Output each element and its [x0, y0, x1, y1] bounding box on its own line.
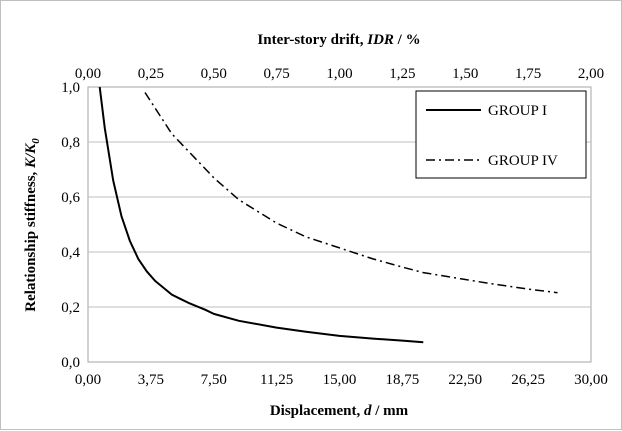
x2-tick-label: 0,75: [264, 66, 290, 82]
y-axis-title-italic: K/K: [23, 143, 39, 169]
x2-tick-label: 0,25: [138, 66, 164, 82]
x-tick-label: 15,00: [323, 372, 357, 388]
x2-tick-label: 1,00: [326, 66, 352, 82]
x2-tick-label: 1,75: [515, 66, 541, 82]
x2-tick-label: 1,25: [389, 66, 415, 82]
legend-label-group-iv: GROUP IV: [488, 153, 558, 169]
x-axis-title-italic: d: [364, 403, 372, 419]
x2-axis-title-italic: IDR: [366, 32, 394, 48]
y-tick-label: 1,0: [61, 80, 80, 96]
x-axis-title: Displacement, d / mm: [270, 403, 409, 419]
x2-tick-label: 0,00: [75, 66, 101, 82]
x-axis-title-part-1: Displacement,: [270, 403, 364, 419]
y-axis-title-subscript: 0: [30, 138, 42, 144]
y-tick-label: 0,8: [61, 135, 80, 151]
x2-tick-label: 2,00: [578, 66, 604, 82]
x-tick-label: 11,25: [260, 372, 293, 388]
legend: GROUP I GROUP IV: [415, 90, 587, 179]
y-tick-label: 0,2: [61, 300, 80, 316]
x-tick-label: 18,75: [386, 372, 420, 388]
x2-tick-label: 0,50: [201, 66, 227, 82]
y-tick-label: 0,0: [61, 355, 80, 371]
x2-axis-title: Inter-story drift, IDR / %: [257, 32, 420, 48]
tick-layer: 0,00,20,40,60,81,00,00 3,75 7,50 11,25 15,00…: [61, 66, 608, 388]
x2-tick-label: 1,50: [452, 66, 478, 82]
x-tick-label: 30,00: [574, 372, 608, 388]
x-tick-label: 26,25: [511, 372, 545, 388]
legend-label-group-i: GROUP I: [488, 103, 547, 119]
series-line-group-iv: [144, 92, 558, 294]
series-line-group-i: [98, 86, 424, 344]
x-tick-label: 22,50: [448, 372, 482, 388]
series-layer: [98, 86, 558, 344]
grid-lines: [88, 141, 591, 308]
x-tick-label: 0,00: [75, 372, 101, 388]
x-tick-label: 3,75: [138, 372, 164, 388]
y-axis-title: Relationship stiffness, K/K0: [23, 138, 42, 312]
y-tick-label: 0,4: [61, 245, 80, 261]
y-tick-label: 0,6: [61, 190, 80, 206]
x2-axis-title-part-1: Inter-story drift,: [257, 32, 367, 48]
x2-axis-title-part-3: / %: [394, 32, 421, 48]
x-axis-title-part-3: / mm: [371, 403, 408, 419]
y-axis-title-part-1: Relationship stiffness,: [23, 168, 39, 312]
legend-box: [415, 90, 587, 179]
x-tick-label: 7,50: [201, 372, 227, 388]
